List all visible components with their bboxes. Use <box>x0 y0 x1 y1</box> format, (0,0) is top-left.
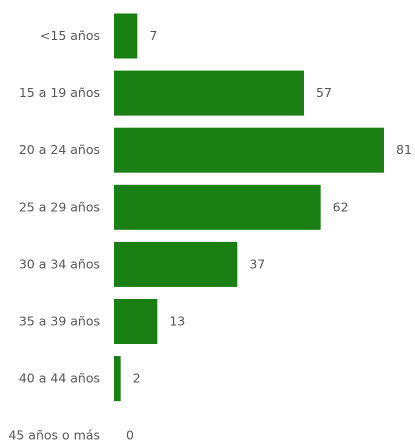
value-label: 7 <box>149 28 157 43</box>
bar <box>114 299 158 344</box>
value-label: 57 <box>316 85 332 100</box>
value-label: 62 <box>333 199 349 214</box>
bar <box>114 356 121 402</box>
bar <box>114 241 238 287</box>
bar <box>114 184 321 230</box>
category-label: 20 a 24 años <box>19 142 100 157</box>
category-label: 45 años o más <box>8 428 100 442</box>
category-label: <15 años <box>40 28 100 43</box>
category-label: 35 a 39 años <box>19 314 100 329</box>
category-label: 25 a 29 años <box>19 199 100 214</box>
category-label: 30 a 34 años <box>19 256 100 271</box>
value-label: 37 <box>249 256 265 271</box>
value-label: 81 <box>396 142 412 157</box>
category-label: 15 a 19 años <box>19 85 100 100</box>
bar <box>114 127 384 173</box>
category-label: 40 a 44 años <box>19 371 100 386</box>
bar <box>114 70 304 116</box>
bar <box>114 13 138 59</box>
value-label: 13 <box>169 314 185 329</box>
value-label: 0 <box>126 428 134 442</box>
value-label: 2 <box>133 371 141 386</box>
